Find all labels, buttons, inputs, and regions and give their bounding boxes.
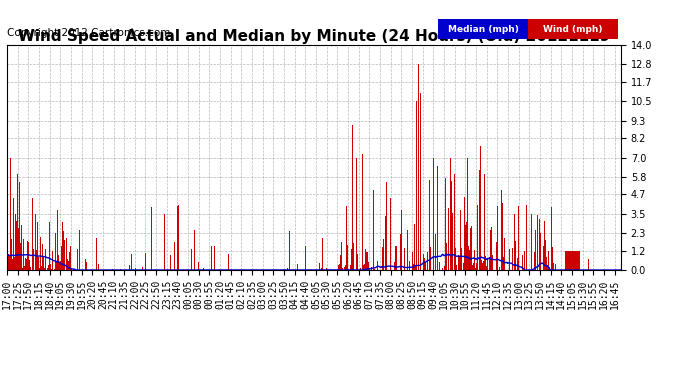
Text: Copyright 2012 Cartronics.com: Copyright 2012 Cartronics.com	[7, 28, 170, 38]
Text: Wind (mph): Wind (mph)	[543, 25, 602, 34]
Text: Median (mph): Median (mph)	[448, 25, 518, 34]
Bar	[438, 19, 528, 39]
Title: Wind Speed Actual and Median by Minute (24 Hours) (Old) 20121119: Wind Speed Actual and Median by Minute (…	[18, 29, 610, 44]
Bar	[528, 19, 618, 39]
